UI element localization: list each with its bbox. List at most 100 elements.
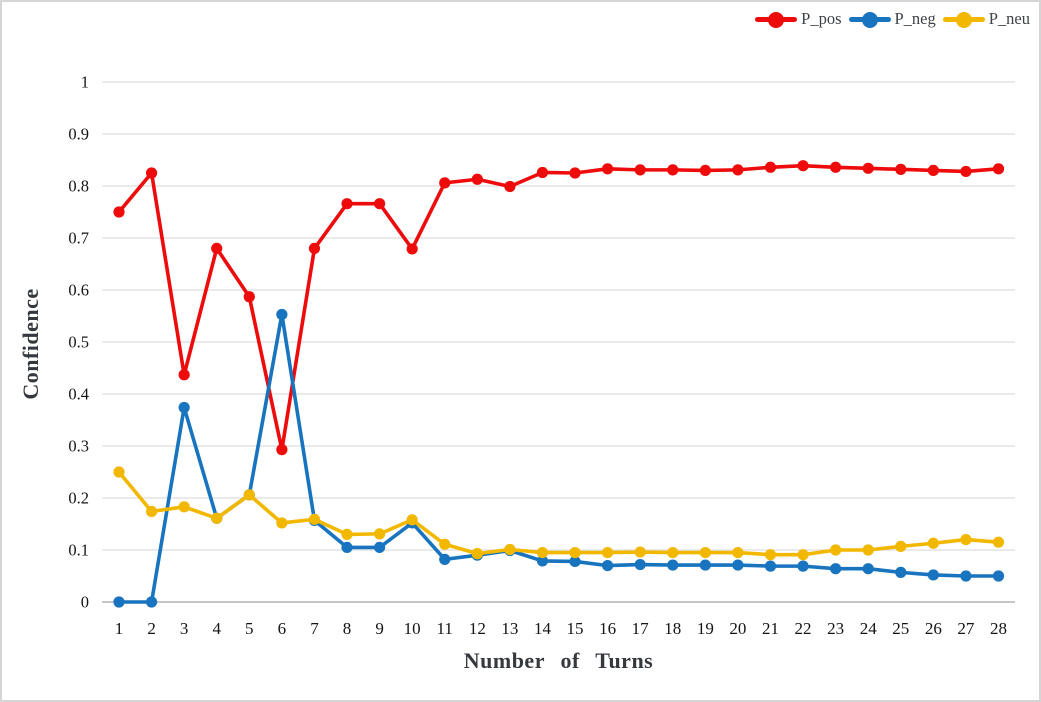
x-tick-label: 1	[115, 619, 124, 638]
data-point-P_pos	[992, 163, 1005, 175]
y-tick-label: 0.3	[68, 437, 89, 456]
data-point-P_neg	[699, 559, 711, 571]
x-tick-label: 13	[501, 619, 518, 638]
data-point-P_neg	[764, 560, 777, 572]
data-point-P_pos	[373, 198, 386, 210]
x-tick-label: 28	[990, 619, 1007, 638]
data-point-P_neg	[569, 555, 581, 568]
data-point-P_neu	[211, 512, 223, 524]
data-point-P_neg	[895, 566, 907, 578]
data-point-P_neg	[536, 555, 549, 567]
x-tick-label: 4	[212, 619, 221, 638]
data-point-P_neg	[373, 541, 386, 554]
data-point-P_pos	[145, 167, 158, 179]
series-line-P_pos	[117, 163, 1001, 452]
data-point-P_neg	[145, 596, 158, 608]
data-point-P_neu	[504, 543, 516, 556]
data-point-P_neg	[667, 559, 679, 571]
data-point-P_neg	[634, 558, 646, 571]
data-point-P_pos	[504, 180, 516, 193]
x-tick-label: 25	[892, 619, 909, 638]
data-point-P_neu	[927, 537, 939, 549]
data-point-P_neg	[797, 560, 809, 572]
y-tick-label: 0.5	[68, 333, 89, 352]
data-point-P_pos	[113, 206, 125, 218]
data-point-P_neg	[927, 569, 939, 581]
data-point-P_pos	[211, 242, 223, 254]
data-point-P_neg	[862, 563, 874, 575]
x-tick-label: 20	[729, 619, 746, 638]
data-point-P_pos	[602, 163, 614, 175]
legend-marker-p-pos-icon	[755, 11, 798, 28]
data-point-P_neu	[536, 547, 549, 559]
x-tick-label: 23	[827, 619, 844, 638]
data-point-P_pos	[830, 161, 842, 173]
data-point-P_pos	[764, 161, 777, 173]
data-point-P_neu	[862, 544, 874, 556]
data-point-P_neu	[764, 549, 777, 561]
series-line-P_neu	[117, 470, 1001, 557]
x-tick-label: 9	[375, 619, 384, 638]
x-tick-label: 6	[278, 619, 287, 638]
data-point-P_neu	[634, 546, 646, 558]
data-point-P_neu	[308, 513, 321, 525]
data-point-P_neu	[602, 547, 614, 559]
x-tick-label: 26	[925, 619, 942, 638]
y-tick-label: 0.9	[68, 125, 89, 144]
legend-label-p-neu: P_neu	[988, 9, 1030, 29]
data-point-P_pos	[797, 160, 809, 172]
x-tick-label: 19	[697, 619, 714, 638]
data-point-P_neu	[145, 505, 158, 518]
x-tick-label: 15	[567, 619, 584, 638]
data-point-P_neu	[699, 547, 711, 559]
legend-marker-p-neg-icon	[848, 11, 891, 28]
x-tick-label: 2	[147, 619, 156, 638]
data-point-P_neg	[341, 541, 353, 554]
data-point-P_pos	[308, 242, 321, 254]
data-point-P_neu	[569, 547, 581, 559]
data-point-P_pos	[439, 177, 451, 189]
data-point-P_pos	[862, 162, 874, 174]
legend-entry-p-neg: P_neg	[848, 9, 936, 29]
legend-entry-p-neu: P_neu	[942, 9, 1030, 29]
data-point-P_pos	[699, 164, 711, 176]
y-tick-label: 0.2	[68, 489, 89, 508]
y-axis-title: Confidence	[18, 288, 43, 400]
legend: P_pos P_neg P_neu	[755, 11, 1030, 28]
data-point-P_pos	[276, 444, 288, 456]
x-tick-label: 16	[599, 619, 616, 638]
x-tick-label: 5	[245, 619, 254, 638]
x-tick-label: 22	[795, 619, 812, 638]
x-axis-title: Number of Turns	[463, 648, 654, 673]
x-tick-label: 11	[437, 619, 453, 638]
data-point-P_pos	[895, 163, 907, 175]
y-tick-label: 0.8	[68, 177, 89, 196]
data-point-P_neu	[373, 528, 386, 540]
data-point-P_neu	[178, 501, 190, 513]
y-tick-label: 0.1	[68, 541, 89, 560]
data-point-P_neg	[602, 560, 614, 572]
x-tick-label: 8	[343, 619, 352, 638]
data-point-P_neu	[439, 538, 451, 550]
x-tick-label: 3	[180, 619, 189, 638]
data-point-P_pos	[536, 166, 549, 179]
x-tick-label: 18	[664, 619, 681, 638]
data-point-P_neu	[960, 534, 972, 546]
data-point-P_neg	[276, 308, 288, 321]
y-tick-label: 1	[81, 73, 89, 92]
data-point-P_neu	[276, 517, 288, 529]
data-point-P_neg	[178, 401, 190, 414]
data-point-P_pos	[667, 164, 679, 176]
data-point-P_pos	[960, 165, 972, 178]
data-point-P_pos	[178, 369, 190, 381]
x-tick-label: 21	[762, 619, 779, 638]
data-point-P_neu	[797, 549, 809, 561]
data-point-P_neu	[243, 489, 255, 501]
data-point-P_neu	[992, 536, 1005, 548]
data-point-P_neu	[732, 547, 744, 559]
data-point-P_pos	[927, 164, 939, 176]
data-point-P_neg	[732, 559, 744, 571]
legend-label-p-neg: P_neg	[894, 9, 936, 29]
y-tick-label: 0	[81, 593, 89, 612]
